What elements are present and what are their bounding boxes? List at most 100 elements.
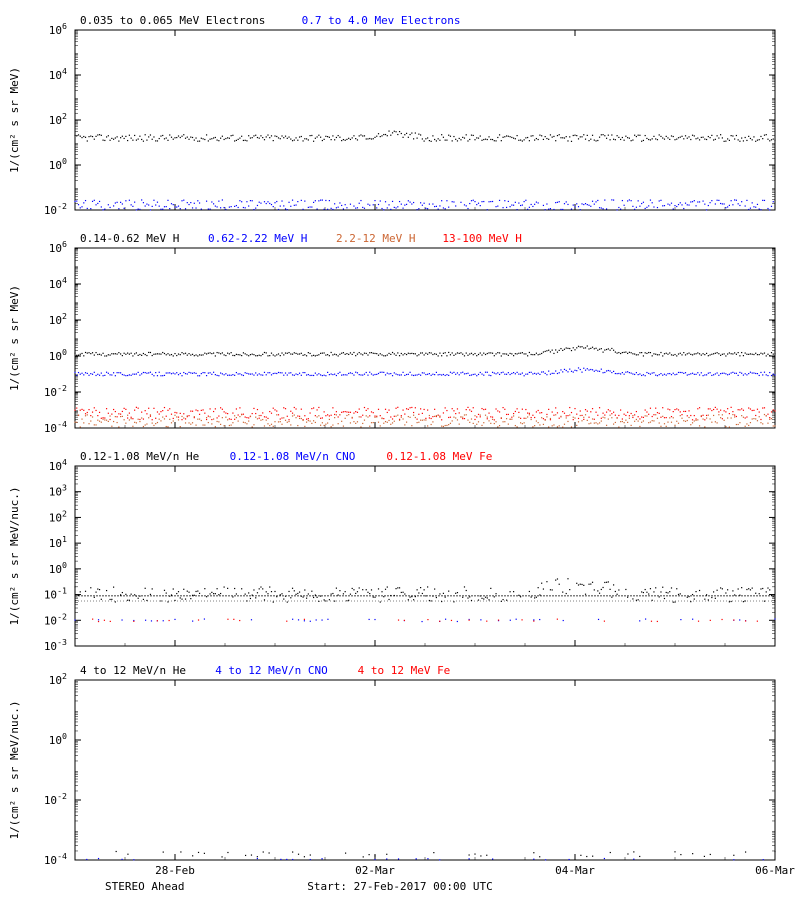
data-point [476, 355, 477, 356]
data-point [520, 422, 521, 423]
data-point [766, 415, 767, 416]
data-point [527, 355, 528, 356]
data-point [662, 355, 663, 356]
data-point [706, 594, 707, 595]
data-point [713, 409, 714, 410]
data-point [95, 352, 96, 353]
data-point [641, 416, 642, 417]
data-point [136, 352, 137, 353]
data-point [494, 596, 495, 597]
data-point [483, 375, 484, 376]
data-point [739, 409, 740, 410]
data-point [278, 372, 279, 373]
data-point [774, 410, 775, 411]
data-point [643, 202, 644, 203]
data-point [711, 200, 712, 201]
data-point [592, 201, 593, 202]
data-point [218, 352, 219, 353]
data-point [217, 417, 218, 418]
data-point [474, 201, 475, 202]
data-point [241, 355, 242, 356]
data-point [431, 375, 432, 376]
data-point [133, 859, 134, 860]
data-point [539, 412, 540, 413]
data-point [115, 202, 116, 203]
data-point [455, 139, 456, 140]
data-point [278, 137, 279, 138]
data-point [652, 202, 653, 203]
data-point [722, 203, 723, 204]
data-point [566, 347, 567, 348]
data-point [390, 354, 391, 355]
data-point [174, 353, 175, 354]
data-point [420, 587, 421, 588]
data-point [592, 347, 593, 348]
data-point [757, 140, 758, 141]
data-point [180, 208, 181, 209]
data-point [255, 355, 256, 356]
data-point [74, 353, 75, 354]
data-point [631, 352, 632, 353]
data-point [273, 426, 274, 427]
data-point [194, 416, 195, 417]
data-point [757, 354, 758, 355]
data-point [741, 201, 742, 202]
data-point [74, 586, 75, 587]
data-point [757, 420, 758, 421]
data-point [764, 414, 765, 415]
data-point [725, 207, 726, 208]
data-point [641, 141, 642, 142]
data-point [715, 373, 716, 374]
data-point [143, 372, 144, 373]
data-point [578, 346, 579, 347]
data-point [760, 419, 761, 420]
data-point [676, 355, 677, 356]
data-point [346, 374, 347, 375]
data-point [171, 373, 172, 374]
data-point [387, 354, 388, 355]
data-point [301, 353, 302, 354]
data-point [229, 418, 230, 419]
data-point [513, 413, 514, 414]
data-point [167, 353, 168, 354]
data-point [406, 374, 407, 375]
data-point [613, 423, 614, 424]
legend-label: 0.12-1.08 MeV/n CNO [230, 450, 356, 463]
data-point [553, 209, 554, 210]
data-point [308, 418, 309, 419]
data-point [206, 353, 207, 354]
data-point [697, 419, 698, 420]
data-point [609, 415, 610, 416]
data-point [325, 200, 326, 201]
data-point [146, 204, 147, 205]
data-point [432, 354, 433, 355]
data-point [678, 204, 679, 205]
data-point [318, 415, 319, 416]
data-point [651, 621, 652, 622]
data-point [143, 141, 144, 142]
data-point [427, 208, 428, 209]
data-point [667, 592, 668, 593]
data-point [111, 599, 112, 600]
data-point [318, 354, 319, 355]
data-point [373, 204, 374, 205]
data-point [283, 205, 284, 206]
data-point [497, 372, 498, 373]
data-point [350, 594, 351, 595]
data-point [450, 354, 451, 355]
data-point [653, 353, 654, 354]
data-point [366, 589, 367, 590]
data-point [211, 374, 212, 375]
data-point [704, 856, 705, 857]
data-point [567, 348, 568, 349]
data-point [608, 348, 609, 349]
data-point [571, 350, 572, 351]
data-point [527, 416, 528, 417]
data-point [271, 374, 272, 375]
data-point [448, 207, 449, 208]
data-point [385, 134, 386, 135]
data-point [280, 138, 281, 139]
data-point [709, 408, 710, 409]
data-point [387, 422, 388, 423]
data-point [711, 354, 712, 355]
